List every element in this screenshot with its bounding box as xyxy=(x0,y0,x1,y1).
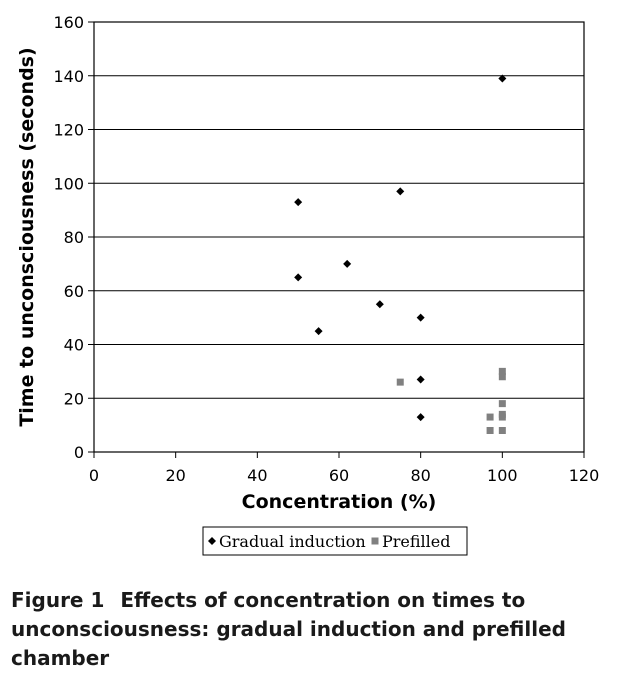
prefilled-point xyxy=(498,413,506,421)
prefilled-point xyxy=(498,427,506,434)
x-axis-title: Concentration (%) xyxy=(242,491,437,513)
x-tick-label: 40 xyxy=(247,466,267,485)
gradual-induction-point xyxy=(294,198,303,207)
figure-caption: Figure 1 Effects of concentration on time… xyxy=(11,586,601,673)
prefilled-point xyxy=(498,367,506,375)
gridlines xyxy=(94,21,584,453)
legend-marker-gradual-induction xyxy=(208,537,216,545)
y-tick-label: 0 xyxy=(74,443,84,462)
x-tick-label: 60 xyxy=(329,466,349,485)
y-tick-label: 160 xyxy=(53,13,84,32)
gradual-induction-point xyxy=(416,375,425,384)
prefilled-point xyxy=(486,427,494,434)
legend-box xyxy=(202,526,468,556)
prefilled-point xyxy=(396,378,404,386)
y-tick-label: 60 xyxy=(64,282,84,301)
y-axis-title: Time to unconsciousness (seconds) xyxy=(16,47,38,426)
gradual-induction-point xyxy=(416,313,425,322)
gradual-induction-point xyxy=(498,74,507,83)
y-tick-label: 20 xyxy=(64,389,84,408)
gradual-induction-point xyxy=(343,259,352,268)
y-axis-ticks: 0 20 40 60 80 100 120 140 160 xyxy=(53,13,94,462)
gradual-induction-point xyxy=(294,273,303,282)
scatter-chart: 0 20 40 60 80 100 120 0 20 40 60 80 100 120 140 160 Co… xyxy=(16,13,599,556)
gradual-induction-point xyxy=(396,187,405,196)
prefilled-point xyxy=(498,400,506,408)
prefilled-point xyxy=(486,413,494,421)
y-tick-label: 80 xyxy=(64,228,84,247)
caption-text: Effects of concentration on times to unc… xyxy=(11,588,566,670)
data-points xyxy=(294,74,507,434)
legend-label: Prefilled xyxy=(382,532,451,551)
legend-marker-prefilled xyxy=(371,537,379,545)
gradual-induction-point xyxy=(314,327,323,336)
y-tick-label: 140 xyxy=(53,67,84,86)
x-axis-ticks: 0 20 40 60 80 100 120 xyxy=(89,452,599,485)
figure-label: Figure 1 xyxy=(11,588,105,612)
x-tick-label: 20 xyxy=(165,466,185,485)
legend-label: Gradual induction xyxy=(219,532,366,551)
prefilled-point xyxy=(498,373,506,381)
x-tick-label: 100 xyxy=(487,466,518,485)
x-tick-label: 120 xyxy=(569,466,600,485)
y-tick-label: 40 xyxy=(64,336,84,355)
y-tick-label: 100 xyxy=(53,174,84,193)
x-tick-label: 80 xyxy=(410,466,430,485)
y-tick-label: 120 xyxy=(53,121,84,140)
x-tick-label: 0 xyxy=(89,466,99,485)
gradual-induction-point xyxy=(375,300,384,309)
gradual-induction-point xyxy=(416,413,425,422)
legend: Gradual induction Prefilled xyxy=(202,526,468,556)
